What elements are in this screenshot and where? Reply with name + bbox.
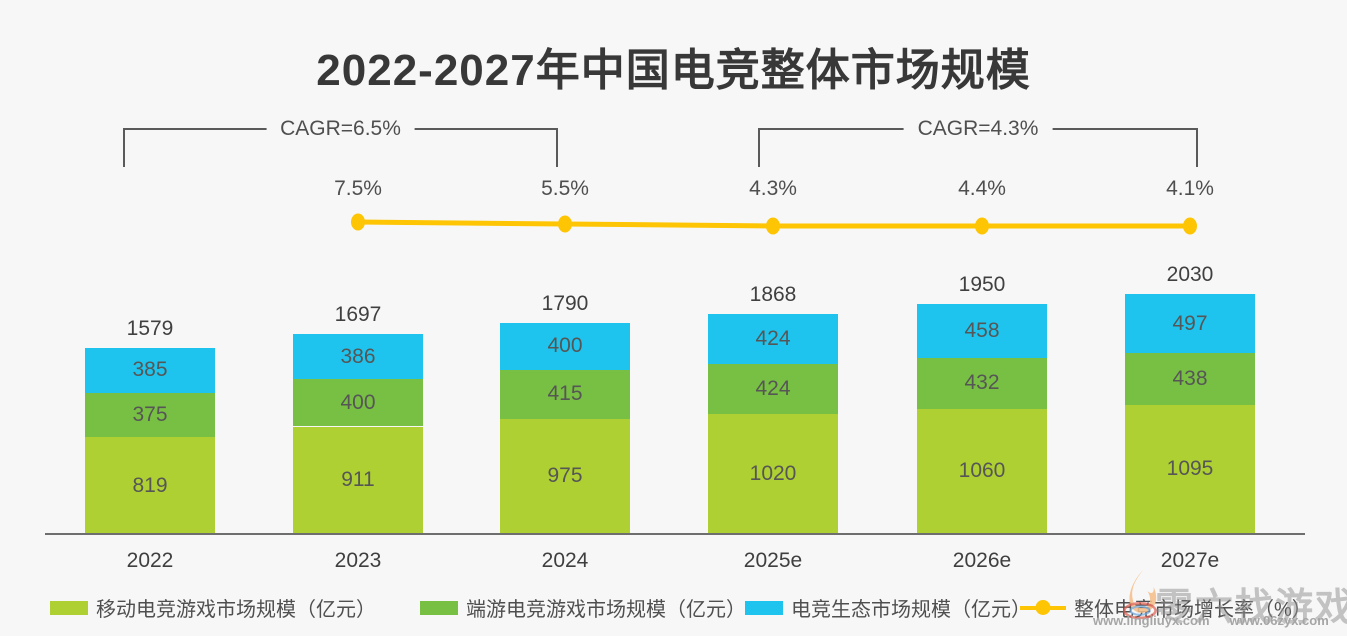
bar-segment-value: 375	[132, 403, 168, 427]
line-point	[1183, 217, 1197, 235]
bar-segment-value: 386	[340, 344, 376, 368]
bar-total-label: 1790	[541, 291, 589, 315]
line-point	[558, 215, 572, 233]
bar-segment-value: 458	[964, 318, 1000, 342]
bar-segment: 438	[1125, 353, 1255, 405]
bar-segment: 975	[500, 418, 630, 534]
bar-segment-value: 415	[547, 382, 583, 406]
legend-item-ecosystem: 电竞生态市场规模（亿元）	[745, 593, 1031, 622]
legend-label: 电竞生态市场规模（亿元）	[791, 599, 1031, 621]
bar-segment-value: 975	[547, 464, 583, 488]
line-point	[975, 217, 989, 235]
x-axis-line	[45, 533, 1305, 535]
bar-segment: 400	[500, 322, 630, 370]
bar-segment-value: 1020	[749, 461, 797, 485]
bar-segment-value: 424	[755, 326, 791, 350]
legend-label: 端游电竞游戏市场规模（亿元）	[466, 599, 746, 621]
bar-segment: 424	[708, 313, 838, 364]
bar-segment: 1095	[1125, 404, 1255, 534]
bar-total-label: 2030	[1166, 263, 1214, 287]
bar-segment: 1060	[917, 408, 1047, 534]
legend-swatch-ecosystem	[745, 600, 783, 615]
legend-item-growth-rate: 整体电竞市场增长率（%）	[1020, 593, 1312, 622]
bar-segment-value: 400	[547, 334, 583, 358]
bar-segment: 375	[85, 393, 215, 438]
bar-segment: 1020	[708, 413, 838, 534]
line-value-label: 4.1%	[1166, 177, 1214, 200]
bar-segment-value: 432	[964, 371, 1000, 395]
bar-segment: 458	[917, 303, 1047, 358]
x-axis-label: 2025e	[743, 549, 803, 572]
line-value-label: 7.5%	[334, 177, 382, 200]
bar-segment-value: 400	[340, 390, 376, 414]
bar-segment-value: 497	[1172, 311, 1208, 335]
x-axis-label: 2024	[541, 549, 589, 572]
bar-segment: 385	[85, 347, 215, 394]
x-axis-label: 2026e	[952, 549, 1012, 572]
line-value-label: 4.3%	[749, 177, 797, 200]
bar-total-label: 1697	[334, 302, 382, 326]
line-value-label: 4.4%	[958, 177, 1006, 200]
bar-segment: 432	[917, 357, 1047, 409]
bar-segment: 400	[293, 379, 423, 427]
legend-swatch-pc	[420, 600, 458, 615]
bar-segment-value: 1060	[958, 459, 1006, 483]
bar-segment-value: 424	[755, 376, 791, 400]
legend-label: 移动电竞游戏市场规模（亿元）	[96, 599, 376, 621]
legend-label: 整体电竞市场增长率（%）	[1074, 599, 1312, 621]
x-axis-label: 2022	[126, 549, 174, 572]
chart-title: 2022-2027年中国电竞整体市场规模	[316, 46, 1031, 95]
line-point	[766, 217, 780, 235]
bar-segment: 819	[85, 437, 215, 534]
bar-total-label: 1868	[749, 282, 797, 306]
cagr-bracket-label: CAGR=6.5%	[266, 116, 415, 141]
line-value-label: 5.5%	[541, 177, 589, 200]
x-axis-label: 2023	[334, 549, 382, 572]
bar-segment: 424	[708, 363, 838, 414]
cagr-bracket-2022-2024: CAGR=6.5%	[123, 116, 558, 167]
bar-segment-value: 819	[132, 473, 168, 497]
bar-segment: 386	[293, 333, 423, 380]
legend-item-pc-esports: 端游电竞游戏市场规模（亿元）	[420, 593, 746, 622]
cagr-bracket-2025-2027: CAGR=4.3%	[758, 116, 1198, 167]
legend-swatch-mobile	[50, 600, 88, 615]
bar-total-label: 1950	[958, 272, 1006, 296]
bar-segment-value: 438	[1172, 366, 1208, 390]
bar-segment-value: 385	[132, 358, 168, 382]
bar-total-label: 1579	[126, 316, 174, 340]
bar-segment: 911	[293, 426, 423, 534]
bar-segment: 497	[1125, 294, 1255, 354]
x-axis-label: 2027e	[1160, 549, 1220, 572]
legend-line-dot-marker	[1020, 599, 1066, 616]
bar-segment: 415	[500, 369, 630, 419]
legend-item-mobile-esports: 移动电竞游戏市场规模（亿元）	[50, 593, 376, 622]
bar-segment-value: 911	[341, 468, 375, 492]
bar-segment-value: 1095	[1166, 457, 1214, 481]
cagr-bracket-label: CAGR=4.3%	[903, 116, 1053, 141]
line-point	[351, 213, 365, 231]
